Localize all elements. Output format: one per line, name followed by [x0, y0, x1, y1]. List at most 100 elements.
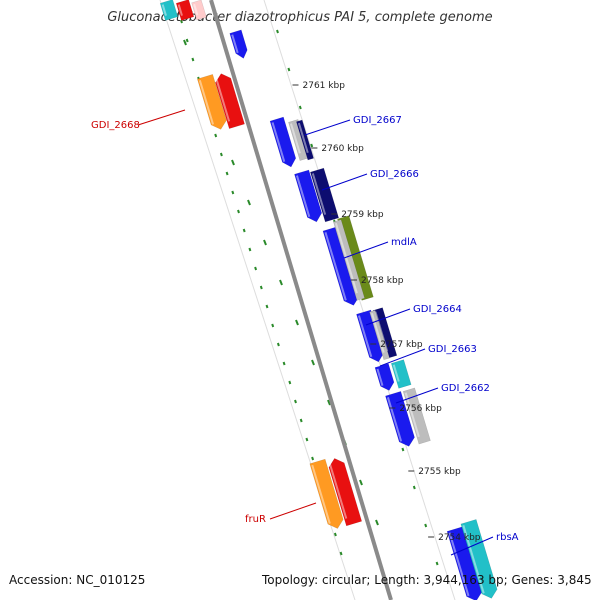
major-tick	[183, 39, 187, 46]
minor-tick	[214, 133, 218, 138]
highlight	[404, 392, 420, 438]
highlight	[198, 80, 215, 125]
leader-line	[321, 173, 368, 191]
major-tick	[231, 159, 235, 166]
gene-arrow	[269, 116, 297, 168]
highlight	[376, 368, 384, 386]
major-tick	[247, 199, 251, 206]
minor-tick	[271, 323, 275, 328]
gene-arrow	[309, 458, 344, 529]
guide-line	[263, 0, 456, 600]
gene-block-shape	[296, 119, 314, 161]
gene-label: GDI_2664	[413, 304, 462, 315]
gene-block	[296, 119, 314, 161]
leader-line	[365, 308, 411, 326]
gene-arrow-shape	[356, 309, 385, 363]
highlight	[295, 175, 311, 218]
gene-arrow	[374, 363, 395, 391]
gene-label: GDI_2667	[353, 115, 402, 126]
minor-tick	[288, 380, 292, 385]
highlight	[392, 364, 400, 382]
major-tick	[295, 319, 299, 326]
gene-arrow	[460, 519, 498, 599]
gene-arrow	[229, 29, 248, 59]
gene-arrow	[446, 526, 483, 600]
gene-label: GDI_2662	[441, 383, 490, 394]
tick-label: 2757 kbp	[380, 340, 423, 350]
highlight	[448, 532, 470, 597]
tick-label: 2760 kbp	[321, 144, 364, 154]
highlight	[289, 123, 301, 154]
minor-tick	[333, 532, 337, 537]
minor-tick	[282, 361, 286, 366]
major-tick	[327, 399, 331, 406]
gene-features	[159, 0, 498, 600]
minor-tick	[276, 342, 280, 347]
gene-arrow	[214, 73, 245, 129]
minor-tick	[424, 523, 428, 528]
gene-label: GDI_2663	[428, 344, 477, 355]
gene-arrow	[328, 458, 363, 527]
kbp-ticks: 2761 kbp 2760 kbp 2759 kbp 2758 kbp 2757 kbp…	[292, 81, 481, 543]
tick-label: 2756 kbp	[399, 404, 442, 414]
gene-block-shape	[369, 309, 390, 361]
accession-text: Accession: NC_010125	[9, 573, 146, 587]
backbone-line	[209, 0, 393, 600]
minor-tick	[180, 19, 183, 24]
gene-block	[310, 167, 339, 223]
highlight	[328, 461, 348, 519]
minor-tick	[185, 38, 189, 43]
minor-tick	[294, 399, 297, 404]
gene-block-shape	[191, 0, 207, 21]
highlight	[462, 525, 485, 594]
gene-arrow-shape	[385, 391, 415, 447]
highlight	[214, 77, 231, 122]
minor-tick	[276, 29, 279, 34]
tick-label: 2755 kbp	[418, 467, 461, 477]
minor-tick	[287, 67, 291, 72]
major-tick	[279, 279, 283, 286]
major-tick	[375, 519, 379, 526]
tick-label: 2758 kbp	[361, 276, 404, 286]
major-tick	[359, 479, 363, 486]
tick-label: 2754 kbp	[438, 533, 481, 543]
minor-tick	[242, 228, 246, 233]
gene-arrow-shape	[294, 169, 323, 223]
gene-block-shape	[175, 0, 195, 21]
highlight	[177, 4, 183, 16]
minor-tick	[311, 456, 315, 461]
highlight	[334, 222, 358, 294]
leader-line	[395, 387, 439, 404]
gene-arrow-shape	[229, 29, 248, 59]
tick-label: 2759 kbp	[341, 210, 384, 220]
gene-label: mdlA	[391, 237, 417, 248]
gene-arrow-shape	[269, 116, 297, 168]
minor-tick	[265, 304, 269, 309]
gene-arrow	[294, 169, 323, 223]
gene-label: fruR	[245, 514, 266, 525]
minor-tick	[248, 247, 252, 252]
minor-tick	[298, 105, 302, 110]
leader-line	[343, 241, 389, 259]
major-tick	[263, 239, 267, 246]
gene-block	[159, 0, 179, 21]
leader-line	[450, 536, 494, 556]
leader-line	[269, 502, 317, 520]
minor-tick	[225, 171, 229, 176]
minor-tick	[231, 190, 235, 195]
highlight	[193, 3, 199, 16]
gene-label: rbsA	[496, 532, 519, 543]
minor-tick	[191, 57, 195, 62]
gene-block-shape	[310, 167, 339, 223]
gene-arrow	[197, 74, 227, 130]
gene-arrow-shape	[328, 458, 363, 527]
highlight	[386, 397, 403, 442]
minor-tick	[259, 285, 263, 290]
minor-tick	[401, 447, 405, 452]
gene-block-shape	[402, 387, 431, 445]
minor-tick	[299, 418, 303, 423]
leader-line	[379, 348, 426, 367]
minor-tick	[237, 209, 240, 214]
highlight	[324, 232, 347, 301]
